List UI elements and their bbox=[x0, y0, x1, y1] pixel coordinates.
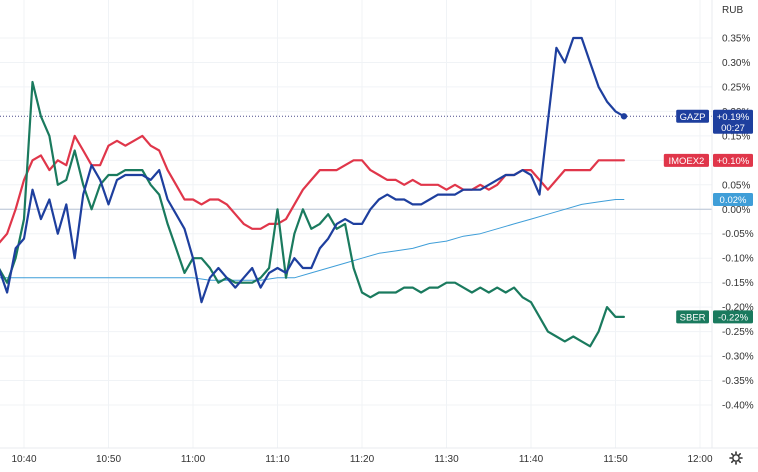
x-tick-label: 12:00 bbox=[687, 454, 712, 465]
y-tick-label: -0.15% bbox=[722, 278, 754, 289]
gazp-last-point bbox=[620, 113, 628, 120]
y-tick-label: 0.25% bbox=[722, 82, 750, 93]
series-name-text: IMOEX2 bbox=[668, 156, 704, 167]
y-tick-label: 0.05% bbox=[722, 180, 750, 191]
currency-label[interactable]: RUB bbox=[722, 5, 743, 16]
x-tick-label: 10:50 bbox=[96, 454, 121, 465]
x-tick-label: 11:50 bbox=[603, 454, 628, 465]
y-tick-label: -0.40% bbox=[722, 401, 754, 412]
chart-series bbox=[0, 36, 628, 348]
x-tick-label: 11:40 bbox=[519, 454, 544, 465]
series-name-text: SBER bbox=[680, 312, 706, 323]
series-value-badge-sber: -0.22% bbox=[713, 310, 753, 324]
badge-value-text: 0.02% bbox=[720, 195, 747, 206]
price-scale-background bbox=[712, 0, 758, 472]
series-name-tag-sber: SBER bbox=[676, 310, 709, 324]
price-scale[interactable]: 0.35%0.30%0.25%0.20%0.15%0.10%0.05%0.00%… bbox=[722, 34, 754, 412]
x-tick-label: 11:10 bbox=[265, 454, 290, 465]
x-tick-label: 11:00 bbox=[181, 454, 206, 465]
y-tick-label: 0.15% bbox=[722, 131, 750, 142]
series-value-badge-ma: 0.02% bbox=[713, 192, 753, 206]
series-name-tag-gazp: GAZP bbox=[676, 109, 709, 123]
series-line-gazp[interactable] bbox=[0, 36, 626, 304]
x-tick-label: 10:40 bbox=[11, 454, 36, 465]
y-tick-label: -0.10% bbox=[722, 254, 754, 265]
series-name-tag-imoex2: IMOEX2 bbox=[663, 153, 709, 167]
y-tick-label: -0.05% bbox=[722, 229, 754, 240]
badge-time-text: 00:27 bbox=[721, 123, 745, 134]
settings-gear-icon[interactable] bbox=[729, 451, 743, 465]
x-tick-label: 11:20 bbox=[350, 454, 375, 465]
series-value-badge-imoex2: +0.10% bbox=[713, 153, 753, 167]
y-tick-label: -0.30% bbox=[722, 352, 754, 363]
y-tick-label: 0.35% bbox=[722, 34, 750, 45]
badge-value-text: +0.19% bbox=[717, 112, 750, 123]
badge-value-text: +0.10% bbox=[717, 156, 750, 167]
series-line-imoex2[interactable] bbox=[0, 134, 626, 253]
series-line-sber[interactable] bbox=[0, 80, 626, 348]
x-tick-label: 11:30 bbox=[434, 454, 459, 465]
series-badges: GAZP +0.19%00:27 IMOEX2 +0.10% SBER -0.22% 0.0… bbox=[663, 109, 753, 324]
badge-value-text: -0.22% bbox=[718, 312, 749, 323]
series-line-ma[interactable] bbox=[0, 199, 625, 281]
y-tick-label: -0.35% bbox=[722, 376, 754, 387]
series-value-badge-gazp: +0.19%00:27 bbox=[713, 109, 753, 134]
chart-grid bbox=[0, 0, 712, 448]
y-tick-label: -0.20% bbox=[722, 303, 754, 314]
y-tick-label: 0.00% bbox=[722, 205, 750, 216]
series-name-text: GAZP bbox=[680, 112, 706, 123]
y-tick-label: 0.30% bbox=[722, 58, 750, 69]
y-tick-label: -0.25% bbox=[722, 327, 754, 338]
time-scale[interactable]: 10:40 10:50 11:00 11:10 11:20 11:30 11:40 11:50… bbox=[11, 454, 712, 465]
